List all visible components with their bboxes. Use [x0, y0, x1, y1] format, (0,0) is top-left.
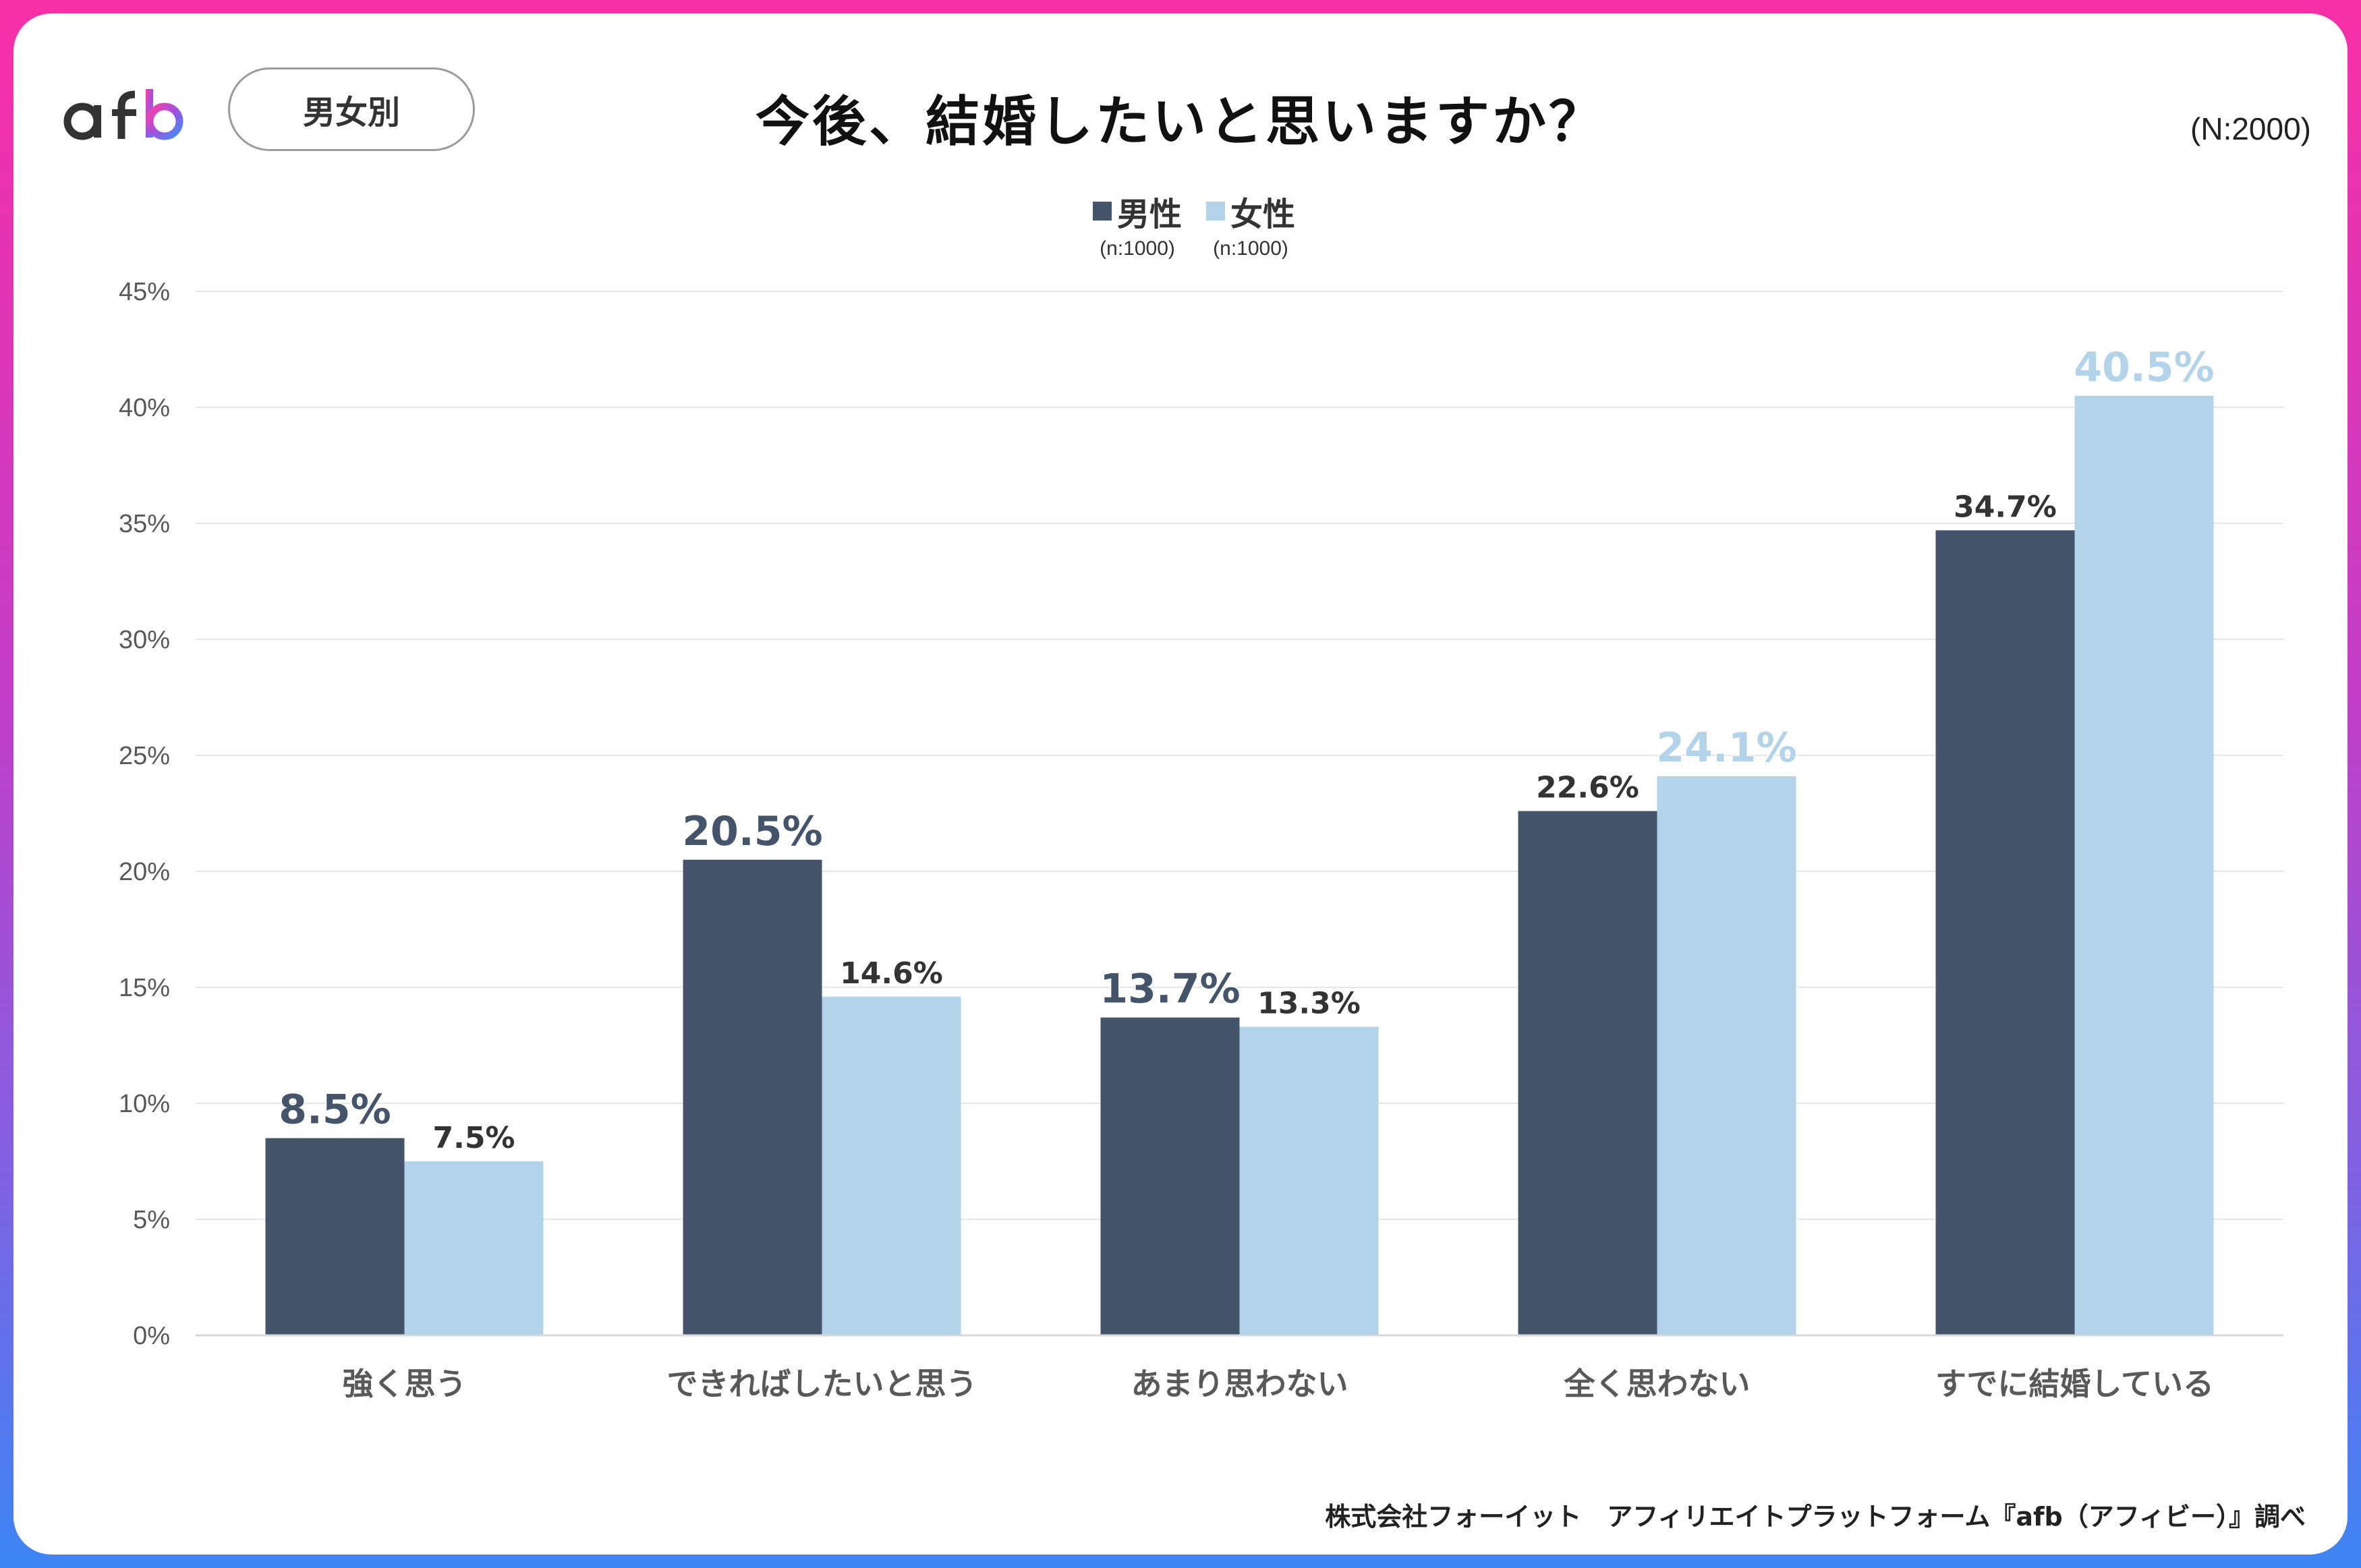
bar — [683, 859, 822, 1335]
bar — [1657, 776, 1796, 1335]
bar — [265, 1138, 405, 1335]
x-category-label: 強く思う — [343, 1366, 467, 1402]
legend-swatch-female — [1206, 202, 1226, 221]
segment-pill: 男女別 — [228, 67, 475, 151]
data-label: 24.1% — [1656, 724, 1796, 772]
data-label: 8.5% — [279, 1086, 391, 1134]
legend-label-male: 男性 — [1117, 196, 1183, 233]
y-tick-label: 15% — [119, 974, 170, 1002]
data-label: 22.6% — [1536, 771, 1639, 805]
bar — [1518, 811, 1657, 1335]
legend: 男性 (n:1000) 女性 (n:1000) — [1093, 187, 1295, 260]
data-label: 20.5% — [682, 808, 822, 855]
bar — [1100, 1017, 1240, 1335]
legend-item-female: 女性 (n:1000) — [1206, 187, 1295, 260]
afb-logo-mark — [63, 89, 183, 140]
legend-swatch-male — [1093, 202, 1112, 221]
bar — [1239, 1026, 1379, 1335]
x-category-label: できればしたいと思う — [667, 1366, 977, 1402]
y-tick-label: 40% — [119, 394, 170, 422]
y-tick-label: 45% — [119, 278, 170, 306]
y-tick-label: 20% — [119, 858, 170, 886]
x-category-label: あまり思わない — [1131, 1366, 1348, 1402]
data-label: 13.7% — [1100, 966, 1240, 1013]
legend-sub-female: (n:1000) — [1213, 237, 1288, 260]
legend-item-male: 男性 (n:1000) — [1093, 187, 1182, 260]
sample-total: (N:2000) — [2190, 111, 2311, 146]
data-label: 34.7% — [1954, 490, 2057, 524]
source-note: 株式会社フォーイット アフィリエイトプラットフォーム『afb（アフィビー）』調べ — [1325, 1502, 2306, 1532]
y-tick-label: 30% — [119, 626, 170, 654]
chart-title: 今後、結婚したいと思いますか？ — [756, 90, 1605, 153]
data-label: 7.5% — [432, 1121, 515, 1155]
y-tick-label: 0% — [133, 1322, 170, 1350]
y-tick-label: 10% — [119, 1090, 170, 1118]
legend-sub-male: (n:1000) — [1100, 237, 1175, 260]
y-tick-label: 5% — [133, 1206, 170, 1234]
legend-label-female: 女性 — [1230, 196, 1296, 233]
bar — [404, 1161, 544, 1335]
bar — [1935, 530, 2075, 1335]
y-tick-label: 35% — [119, 510, 170, 538]
x-category-label: 全く思わない — [1564, 1366, 1751, 1402]
x-category-label: すでに結婚している — [1935, 1366, 2214, 1402]
bar — [822, 996, 961, 1335]
data-label: 40.5% — [2074, 344, 2214, 391]
data-label: 14.6% — [840, 956, 943, 991]
afb-logo — [62, 86, 190, 148]
data-label: 13.3% — [1257, 986, 1361, 1020]
y-tick-label: 25% — [119, 742, 170, 770]
bar — [2074, 395, 2214, 1335]
